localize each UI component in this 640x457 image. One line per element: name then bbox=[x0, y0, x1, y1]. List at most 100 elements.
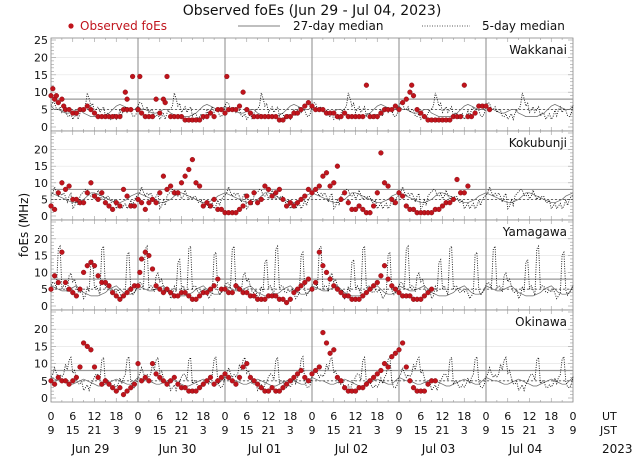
observed-point bbox=[294, 110, 301, 116]
observed-point bbox=[316, 249, 322, 255]
x-tick-label-ut: 0 bbox=[396, 410, 403, 423]
observed-point bbox=[450, 196, 457, 203]
observed-point bbox=[164, 186, 170, 193]
observed-point bbox=[465, 183, 471, 189]
observed-point bbox=[396, 106, 402, 113]
x-tick-label-ut: 0 bbox=[222, 410, 229, 423]
observed-point bbox=[284, 203, 290, 209]
observed-point bbox=[207, 286, 214, 292]
x-tick-label-ut: 0 bbox=[570, 410, 577, 423]
observed-point bbox=[55, 99, 61, 106]
observed-point bbox=[334, 163, 341, 169]
observed-point bbox=[371, 203, 377, 209]
observed-point bbox=[157, 286, 163, 292]
observed-point bbox=[410, 206, 417, 213]
observed-point bbox=[157, 110, 163, 116]
observed-point bbox=[80, 200, 87, 206]
observed-point bbox=[396, 290, 402, 296]
observed-point bbox=[99, 190, 105, 196]
observed-point bbox=[215, 378, 221, 384]
y-tick-label: 10 bbox=[34, 177, 48, 190]
observed-point bbox=[142, 374, 148, 381]
observed-point bbox=[429, 286, 435, 292]
x-tick-label-ut: 6 bbox=[156, 410, 163, 423]
x-tick-label-ut: 18 bbox=[370, 410, 384, 423]
observed-point bbox=[70, 378, 76, 384]
observed-point bbox=[139, 200, 145, 206]
observed-point bbox=[131, 203, 138, 209]
y-tick-label: 15 bbox=[34, 69, 48, 82]
observed-point bbox=[425, 381, 431, 387]
observed-point bbox=[153, 96, 159, 102]
observed-point bbox=[142, 206, 148, 213]
observed-point bbox=[113, 388, 119, 394]
observed-point bbox=[385, 276, 391, 282]
observed-point bbox=[251, 293, 257, 299]
y-axis-label: foEs (MHz) bbox=[17, 193, 31, 257]
x-tick-label-jst: 21 bbox=[88, 424, 102, 437]
observed-point bbox=[396, 190, 402, 196]
y-tick-label: 15 bbox=[34, 250, 48, 263]
observed-point bbox=[262, 183, 268, 189]
observed-point bbox=[378, 150, 384, 156]
observed-point bbox=[149, 113, 156, 120]
observed-point bbox=[247, 374, 254, 381]
observed-point bbox=[392, 350, 399, 356]
observed-point bbox=[229, 290, 235, 296]
observed-point bbox=[363, 290, 370, 296]
observed-point bbox=[251, 378, 257, 384]
x-tick-label-ut: 12 bbox=[436, 410, 450, 423]
station-label: Okinawa bbox=[515, 315, 567, 329]
y-tick-label: 15 bbox=[34, 340, 48, 353]
x-tick-label-jst: 9 bbox=[396, 424, 403, 437]
observed-point bbox=[91, 110, 98, 116]
x-tick-label-jst: 15 bbox=[327, 424, 341, 437]
observed-point bbox=[236, 286, 243, 292]
observed-point bbox=[128, 106, 134, 113]
observed-point bbox=[128, 286, 134, 292]
observed-point bbox=[193, 296, 199, 302]
observed-point bbox=[298, 106, 304, 113]
observed-point bbox=[323, 170, 330, 176]
observed-point bbox=[182, 173, 188, 179]
observed-point bbox=[294, 371, 301, 377]
observed-point bbox=[298, 196, 304, 203]
x-tick-label-jst: 15 bbox=[501, 424, 515, 437]
observed-point bbox=[400, 340, 406, 346]
observed-point bbox=[305, 276, 312, 282]
day-label: Jul 04 bbox=[508, 442, 543, 456]
observed-point bbox=[392, 200, 399, 206]
observed-point bbox=[385, 364, 391, 370]
observed-point bbox=[294, 286, 301, 292]
observed-point bbox=[197, 117, 203, 123]
y-tick-label: 5 bbox=[41, 193, 48, 206]
observed-point bbox=[327, 276, 333, 282]
observed-point bbox=[80, 269, 87, 276]
x-tick-label-ut: 18 bbox=[196, 410, 210, 423]
observed-point bbox=[302, 193, 308, 199]
observed-point bbox=[193, 180, 199, 186]
observed-point bbox=[418, 110, 424, 116]
observed-point bbox=[483, 103, 489, 109]
observed-point bbox=[84, 103, 90, 109]
observed-point bbox=[91, 193, 98, 199]
station-label: Kokubunji bbox=[509, 136, 567, 150]
observed-point bbox=[302, 279, 308, 286]
day-label: Jul 03 bbox=[421, 442, 456, 456]
observed-point bbox=[381, 180, 388, 186]
observed-point bbox=[73, 374, 80, 381]
x-tick-label-jst: 21 bbox=[349, 424, 363, 437]
x-axis: 0 6 12 18 0 6 12 18 0 6 12 18 0 6 12 18 0 6 12 18 0 6 12 18 09 15… bbox=[48, 410, 633, 456]
observed-point bbox=[403, 364, 409, 370]
observed-point bbox=[80, 340, 87, 346]
observed-point bbox=[331, 180, 337, 186]
observed-point bbox=[66, 381, 72, 387]
observed-point bbox=[135, 106, 141, 113]
observed-point bbox=[218, 206, 225, 213]
observed-point bbox=[320, 330, 326, 336]
x-tick-label-ut: 0 bbox=[483, 410, 490, 423]
observed-point bbox=[487, 106, 493, 113]
observed-point bbox=[149, 266, 156, 272]
observed-point bbox=[66, 183, 72, 189]
observed-point bbox=[410, 385, 417, 391]
